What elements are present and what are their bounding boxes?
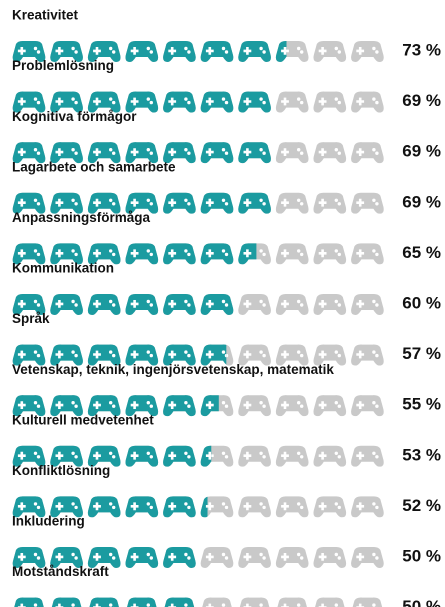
value-label: 73 % xyxy=(402,40,441,59)
category-label: Problemlösning xyxy=(12,58,114,73)
value-label: 69 % xyxy=(402,91,441,110)
category-label: Kulturell medvetenhet xyxy=(12,412,154,427)
category-label: Kreativitet xyxy=(12,8,79,23)
category-label: Vetenskap, teknik, ingenjörsvetenskap, m… xyxy=(12,362,334,377)
value-label: 50 % xyxy=(402,546,441,565)
value-label: 65 % xyxy=(402,243,441,262)
category-label: Kognitiva förmågor xyxy=(12,109,137,124)
value-label: 52 % xyxy=(402,496,441,515)
value-label: 60 % xyxy=(402,293,441,312)
category-label: Inkludering xyxy=(12,514,85,529)
value-label: 69 % xyxy=(402,142,441,161)
value-label: 69 % xyxy=(402,192,441,211)
category-label: Lagarbete och samarbete xyxy=(12,159,176,174)
category-label: Konfliktlösning xyxy=(12,463,110,478)
value-label: 55 % xyxy=(402,395,441,414)
category-label: Motståndskraft xyxy=(12,564,109,579)
value-label: 57 % xyxy=(402,344,441,363)
category-label: Anpassningsförmåga xyxy=(12,210,151,225)
value-label: 53 % xyxy=(402,445,441,464)
category-label: Kommunikation xyxy=(12,261,114,276)
category-label: Språk xyxy=(12,311,50,326)
value-label: 50 % xyxy=(402,597,441,607)
